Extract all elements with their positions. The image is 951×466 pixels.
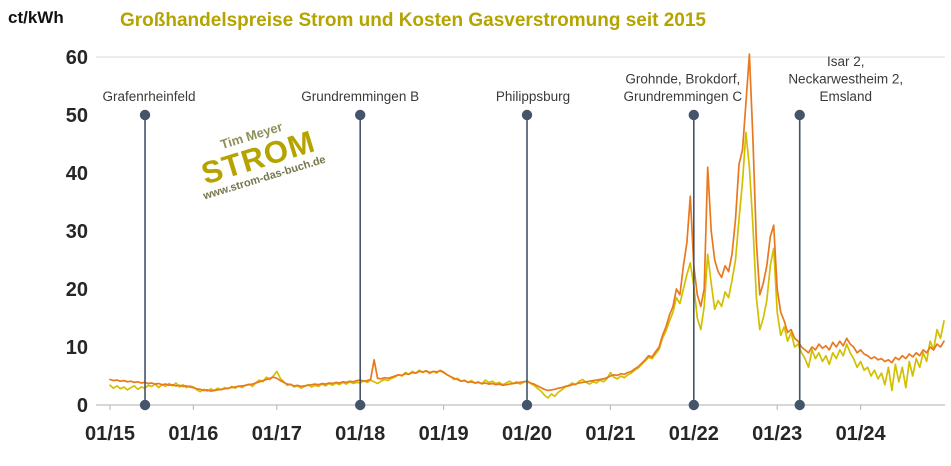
event-dot-top <box>521 109 533 121</box>
event-dot-bottom <box>521 399 533 411</box>
event-label: Grafenrheinfeld <box>102 89 195 104</box>
y-tick-label: 40 <box>66 163 88 185</box>
event-label: Emsland <box>819 89 872 104</box>
event-marker: Philippsburg <box>496 89 570 411</box>
event-dot-bottom <box>355 399 366 411</box>
x-tick-label: 01/17 <box>252 423 302 445</box>
y-tick-label: 20 <box>66 279 88 301</box>
event-dot-top <box>688 109 699 121</box>
x-axis-tick-labels: 01/15 01/16 01/17 01/18 01/19 01/20 01/21 01/22… <box>85 405 887 445</box>
y-axis-unit-label: ct/kWh <box>8 8 64 27</box>
event-marker: Isar 2, Neckarwestheim 2, Emsland <box>788 54 903 411</box>
x-tick-label: 01/23 <box>752 423 802 445</box>
event-marker: Grohnde, Brokdorf, Grundremmingen C <box>624 72 743 411</box>
chart-title: Großhandelspreise Strom und Kosten Gasve… <box>120 10 706 31</box>
event-marker: Grundremmingen B <box>301 89 419 411</box>
x-tick-label: 01/15 <box>85 423 135 445</box>
y-axis-tick-labels: 0 10 20 30 40 50 60 <box>66 47 88 417</box>
event-label: Philippsburg <box>496 89 570 104</box>
event-dot-top <box>139 109 151 121</box>
x-tick-label: 01/24 <box>836 423 887 445</box>
event-dot-bottom <box>794 399 805 411</box>
event-marker: Grafenrheinfeld <box>102 89 196 411</box>
event-dot-bottom <box>139 399 151 411</box>
event-label: Grundremmingen B <box>301 89 419 104</box>
event-dot-bottom <box>688 399 699 411</box>
event-dot-top <box>794 109 805 121</box>
event-dot-top <box>355 109 366 121</box>
event-label: Grohnde, Brokdorf, <box>625 72 740 87</box>
x-tick-label: 01/20 <box>502 423 552 445</box>
y-tick-label: 30 <box>66 221 88 243</box>
y-tick-label: 0 <box>77 395 88 417</box>
y-tick-label: 50 <box>66 105 88 127</box>
event-label: Grundremmingen C <box>624 89 743 104</box>
y-tick-label: 10 <box>66 337 88 359</box>
x-tick-label: 01/19 <box>419 423 469 445</box>
x-tick-label: 01/22 <box>669 423 719 445</box>
event-label: Isar 2, <box>827 54 865 69</box>
x-tick-label: 01/16 <box>168 423 218 445</box>
x-tick-label: 01/21 <box>585 423 635 445</box>
axes <box>96 56 945 406</box>
event-label: Neckarwestheim 2, <box>788 72 903 87</box>
y-tick-label: 60 <box>66 47 88 69</box>
x-tick-label: 01/18 <box>335 423 385 445</box>
